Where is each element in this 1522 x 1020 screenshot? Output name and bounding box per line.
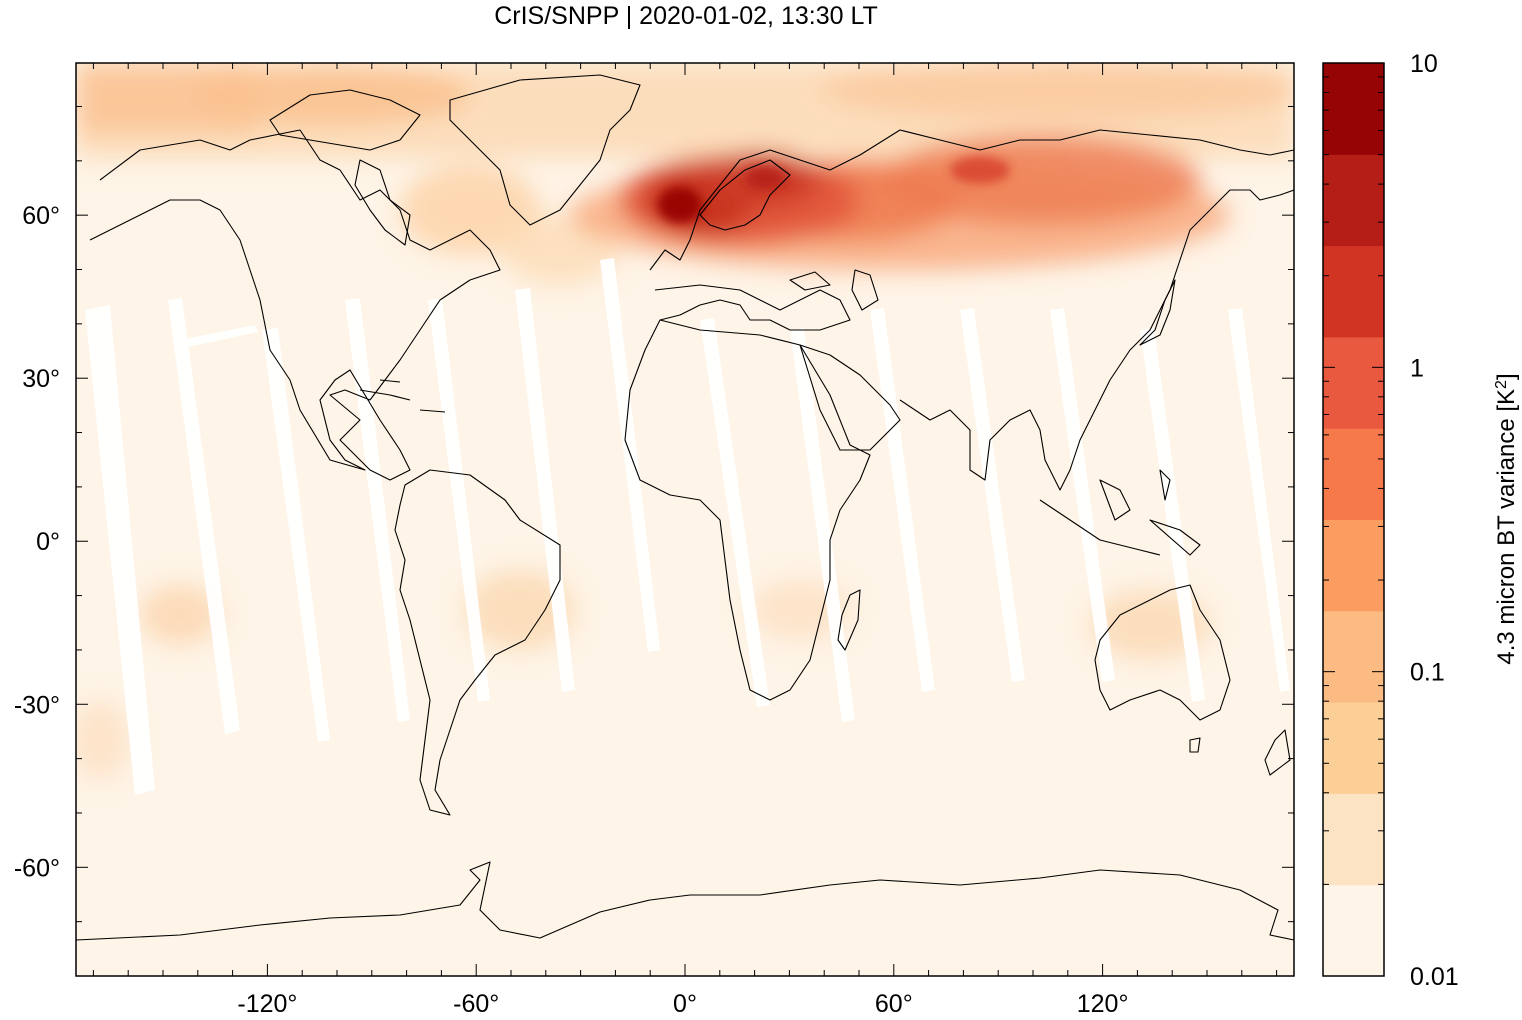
colorbar-levels [1323, 63, 1384, 977]
colorbar-tick-labels: 10 1 0.1 0.01 [1410, 50, 1459, 991]
coastline-madagascar [837, 589, 861, 651]
colorbar-tick-label: 1 [1410, 354, 1424, 382]
colorbar-level [1323, 154, 1384, 247]
x-tick-label: -60° [453, 990, 499, 1018]
coastline-new-zealand [1264, 729, 1291, 776]
colorbar-level [1323, 245, 1384, 338]
x-tick-label: 60° [875, 990, 913, 1018]
colorbar-level [1323, 884, 1384, 977]
y-tick-label: 0° [36, 528, 60, 556]
colorbar-level [1323, 793, 1384, 886]
coastline-black-caspian [789, 269, 879, 311]
y-tick-label: -60° [14, 854, 60, 882]
x-tick-label: -120° [237, 990, 297, 1018]
x-tick-label: 0° [673, 990, 697, 1018]
coastline-antarctica [76, 861, 1294, 941]
colorbar-level [1323, 610, 1384, 703]
figure-title: CrIS/SNPP | 2020-01-02, 13:30 LT [494, 2, 878, 30]
colorbar-level [1323, 428, 1384, 520]
coastlines [76, 74, 1294, 941]
colorbar-tick-label: 0.01 [1410, 963, 1459, 991]
coastline-europe [649, 129, 1294, 271]
colorbar-frame [1322, 62, 1385, 977]
coastline-japan [1139, 279, 1176, 346]
coastline-scandinavia [699, 159, 791, 231]
y-tick-label: -30° [14, 691, 60, 719]
colorbar-tick-label: 0.1 [1410, 659, 1445, 687]
colorbar-tick-label: 10 [1410, 50, 1438, 78]
colorbar-label: 4.3 micron BT variance [K2] [1493, 373, 1521, 664]
x-tick-label: 120° [1077, 990, 1129, 1018]
map-panel: -120° -60° 0° 60° 120° 60° 30° 0° -30° -60° [14, 62, 1295, 1018]
coastline-australia [1094, 584, 1231, 721]
coastline-africa [624, 319, 871, 701]
colorbar: 10 1 0.1 0.01 4.3 micron BT variance [K2] [1322, 50, 1521, 991]
colorbar-level [1323, 63, 1384, 155]
map-ticks [76, 63, 1294, 976]
colorbar-level [1323, 519, 1384, 612]
variance-field [76, 63, 1294, 780]
map-tick-labels: -120° -60° 0° 60° 120° 60° 30° 0° -30° -60° [14, 202, 1129, 1018]
coastline-caribbean [359, 379, 446, 413]
y-tick-label: 30° [22, 365, 60, 393]
swath-gaps [85, 258, 1290, 795]
coastline-arctic-islands [269, 89, 421, 246]
colorbar-level [1323, 702, 1384, 794]
coastline-indonesia [1039, 469, 1201, 556]
coastline-greenland [449, 74, 641, 226]
coastline-mediterranean [654, 284, 851, 331]
colorbar-level [1323, 336, 1384, 429]
coastline-asia-south [899, 189, 1294, 491]
coastline-arabia [799, 344, 901, 451]
coastline-south-america [394, 469, 561, 816]
y-tick-label: 60° [22, 202, 60, 230]
colorbar-ticks [1323, 76, 1384, 977]
coastline-tasmania [1189, 737, 1201, 753]
